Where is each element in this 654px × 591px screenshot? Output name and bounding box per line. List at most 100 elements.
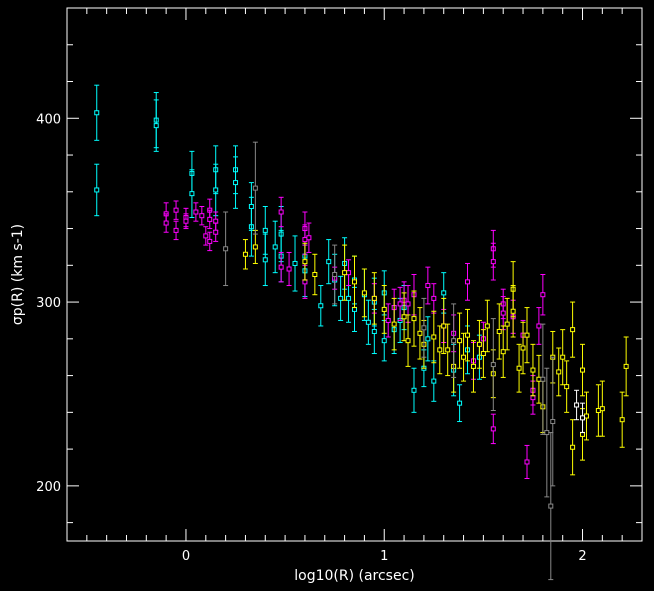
point-marker [524, 332, 530, 338]
data-point [94, 84, 100, 141]
data-point [536, 307, 542, 345]
point-marker [326, 259, 332, 265]
point-marker [480, 351, 486, 357]
data-point [302, 242, 308, 281]
point-marker [470, 363, 476, 369]
data-point [441, 297, 447, 355]
point-marker [173, 227, 179, 233]
data-point [332, 244, 338, 305]
point-marker [619, 417, 625, 423]
point-marker [391, 321, 397, 327]
data-point [385, 303, 391, 338]
point-marker [431, 295, 437, 301]
point-marker [302, 259, 308, 265]
data-point [530, 343, 536, 397]
point-marker [451, 338, 457, 344]
data-point [431, 310, 437, 364]
point-marker [516, 365, 522, 371]
data-point [391, 297, 397, 351]
point-marker [441, 290, 447, 296]
point-marker [457, 400, 463, 406]
point-marker [278, 209, 284, 215]
point-marker [346, 270, 352, 276]
data-point [342, 244, 348, 301]
data-point [278, 251, 284, 283]
data-point [361, 268, 367, 318]
data-point [193, 202, 199, 222]
data-point [401, 292, 407, 342]
point-marker [312, 272, 318, 277]
point-marker [431, 334, 437, 340]
point-marker [306, 235, 312, 241]
point-marker [338, 295, 344, 301]
point-marker [207, 238, 213, 244]
point-marker [183, 218, 189, 224]
axis-ticks [66, 7, 643, 541]
data-points [94, 84, 629, 581]
point-marker [564, 384, 570, 390]
point-marker [441, 323, 447, 329]
point-marker [173, 207, 179, 213]
point-marker [500, 349, 506, 355]
point-marker [242, 251, 248, 257]
point-marker [520, 345, 526, 351]
point-marker [248, 203, 254, 209]
point-marker [536, 376, 542, 382]
point-marker [583, 413, 589, 419]
data-point [465, 262, 471, 301]
data-point [278, 196, 284, 228]
point-marker [193, 209, 199, 215]
data-point [451, 303, 457, 378]
data-point [484, 299, 490, 353]
data-point [457, 384, 463, 423]
data-point [189, 169, 195, 219]
point-marker [302, 237, 308, 243]
point-marker [278, 264, 284, 270]
x-tick-label: 1 [380, 549, 388, 564]
data-point [346, 259, 352, 287]
data-point [292, 235, 298, 292]
y-tick-label: 300 [36, 296, 61, 311]
point-marker [425, 336, 431, 342]
point-marker [365, 319, 371, 325]
point-marker [540, 376, 546, 382]
data-point [397, 286, 403, 321]
point-marker [536, 323, 542, 329]
data-point [490, 242, 496, 281]
data-point [425, 316, 431, 362]
data-point [540, 274, 546, 316]
data-point [570, 419, 576, 476]
data-point [599, 380, 605, 437]
data-point [421, 297, 427, 358]
data-point [580, 402, 586, 434]
point-marker [530, 367, 536, 373]
data-point [411, 367, 417, 413]
data-point [520, 321, 526, 375]
data-point [183, 213, 189, 230]
point-marker [189, 191, 195, 197]
point-marker [570, 444, 576, 450]
point-marker [570, 327, 576, 333]
point-marker [342, 270, 348, 276]
data-point [94, 163, 100, 217]
point-marker [262, 257, 268, 263]
y-tick-label: 400 [36, 112, 61, 127]
point-marker [457, 338, 463, 344]
data-point [476, 319, 482, 369]
y-tick-labels: 200 300 400 [36, 112, 61, 495]
data-point [203, 226, 209, 246]
point-marker [405, 301, 411, 307]
point-marker [292, 260, 298, 266]
point-marker [500, 310, 506, 316]
series-4 [574, 389, 586, 434]
point-marker [381, 338, 387, 344]
point-marker [544, 430, 550, 436]
data-point [465, 308, 471, 362]
point-marker [94, 110, 100, 116]
point-marker [361, 290, 367, 296]
data-point [490, 318, 496, 412]
point-marker [252, 244, 258, 250]
data-point [252, 141, 258, 235]
point-marker [484, 323, 490, 329]
